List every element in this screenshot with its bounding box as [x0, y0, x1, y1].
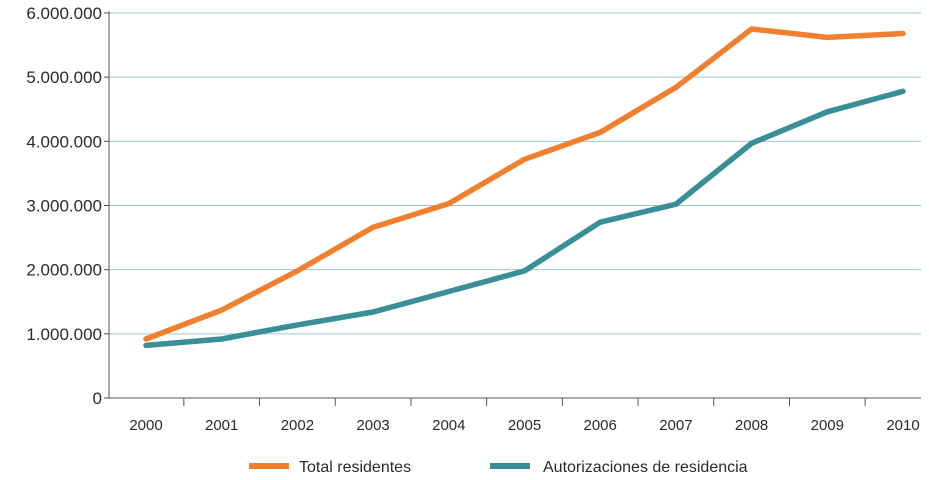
legend-label: Autorizaciones de residencia — [543, 459, 748, 476]
x-tick-label: 2003 — [356, 417, 389, 434]
y-tick-label: 5.000.000 — [26, 68, 102, 87]
y-tick-label: 3.000.000 — [26, 197, 102, 216]
x-tick-label: 2005 — [508, 417, 541, 434]
x-tick-label: 2000 — [129, 417, 162, 434]
series-line-autorizaciones-de-residencia — [143, 88, 906, 349]
x-tick-label: 2001 — [205, 417, 238, 434]
x-axis-ticks: 2000 2001 2002 2003 2004 2005 2006 2007 2008 2009… — [129, 417, 919, 434]
x-tick-label: 2004 — [432, 417, 465, 434]
y-tick-label: 0 — [93, 389, 102, 408]
x-tick-label: 2008 — [735, 417, 768, 434]
series-lines — [143, 26, 906, 349]
y-tick-label: 1.000.000 — [26, 325, 102, 344]
legend-label: Total residentes — [299, 459, 411, 476]
x-tick-label: 2002 — [281, 417, 314, 434]
legend: Total residentes Autorizaciones de reside… — [249, 459, 748, 476]
axes — [104, 11, 921, 406]
y-tick-label: 4.000.000 — [26, 132, 102, 151]
x-tick-label: 2007 — [659, 417, 692, 434]
x-tick-label: 2010 — [886, 417, 919, 434]
series-line-total-residentes — [143, 26, 906, 342]
x-tick-label: 2006 — [584, 417, 617, 434]
y-axis-ticks: 0 1.000.000 2.000.000 3.000.000 4.000.000 5.0… — [26, 4, 102, 408]
x-tick-label: 2009 — [811, 417, 844, 434]
y-tick-label: 2.000.000 — [26, 261, 102, 280]
grid-lines — [109, 12, 921, 335]
y-tick-label: 6.000.000 — [26, 4, 102, 23]
